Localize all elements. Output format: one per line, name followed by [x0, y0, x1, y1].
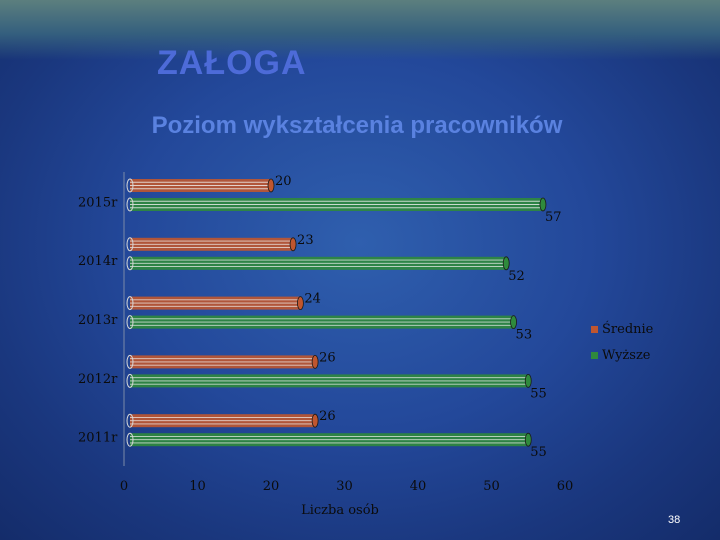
- legend-item-srednie: Średnie: [591, 316, 653, 342]
- bar-cap-left: [126, 296, 134, 311]
- x-tick-label: 60: [557, 479, 574, 494]
- x-tick-label: 30: [336, 479, 353, 494]
- data-label: 53: [516, 328, 533, 343]
- bar-cap-left: [126, 315, 134, 330]
- chart-title: Poziom wykształcenia pracowników: [0, 112, 720, 140]
- bar-cap-right: [311, 354, 319, 369]
- bar-cap-left: [126, 373, 134, 388]
- bar-cap-right: [296, 296, 304, 311]
- bar-cap-left: [126, 256, 134, 271]
- bar-cap-right: [524, 373, 532, 388]
- legend-swatch-wyzsze: [591, 351, 598, 359]
- data-label: 57: [545, 210, 562, 225]
- category-label: 2014r: [78, 254, 118, 269]
- data-label: 26: [319, 350, 336, 365]
- x-axis-label: Liczba osób: [301, 503, 379, 518]
- legend-label-srednie: Średnie: [602, 321, 654, 337]
- bar-cap-left: [126, 197, 134, 212]
- bar-cap-right: [510, 315, 517, 330]
- bar-cap-left: [126, 413, 134, 428]
- slide-title: ZAŁOGA: [157, 44, 307, 82]
- data-label: 55: [530, 386, 547, 401]
- data-label: 52: [508, 269, 525, 284]
- bar-cap-left: [126, 178, 134, 193]
- legend: Średnie Wyższe: [591, 316, 653, 368]
- bar-cap-right: [539, 197, 547, 212]
- data-label: 20: [275, 174, 292, 189]
- x-tick-label: 0: [120, 479, 128, 494]
- legend-label-wyzsze: Wyższe: [602, 347, 651, 363]
- bar-cap-right: [311, 413, 319, 428]
- data-label: 26: [319, 409, 336, 424]
- data-label: 23: [297, 233, 314, 248]
- data-label: 55: [530, 445, 547, 460]
- category-label: 2011r: [78, 431, 118, 446]
- x-tick-label: 20: [263, 479, 280, 494]
- bar-cap-right: [502, 256, 510, 271]
- category-label: 2012r: [78, 372, 118, 387]
- data-label: 24: [304, 292, 321, 307]
- chart-title-text: Poziom wykształcenia pracowników: [151, 112, 563, 139]
- page-number: 38: [668, 514, 681, 526]
- x-tick-label: 10: [189, 479, 206, 494]
- bar-cap-left: [126, 354, 134, 369]
- legend-swatch-srednie: [591, 325, 598, 333]
- bar-cap-left: [126, 432, 134, 447]
- legend-item-wyzsze: Wyższe: [591, 342, 653, 368]
- bar-cap-left: [126, 237, 134, 252]
- top-band: [0, 0, 720, 60]
- x-tick-label: 50: [483, 479, 500, 494]
- bar-cap-right: [289, 237, 297, 252]
- bar-cap-right: [524, 432, 532, 447]
- category-label: 2013r: [78, 313, 118, 328]
- bar-cap-right: [267, 178, 275, 193]
- x-tick-label: 40: [410, 479, 427, 494]
- category-label: 2015r: [78, 195, 118, 210]
